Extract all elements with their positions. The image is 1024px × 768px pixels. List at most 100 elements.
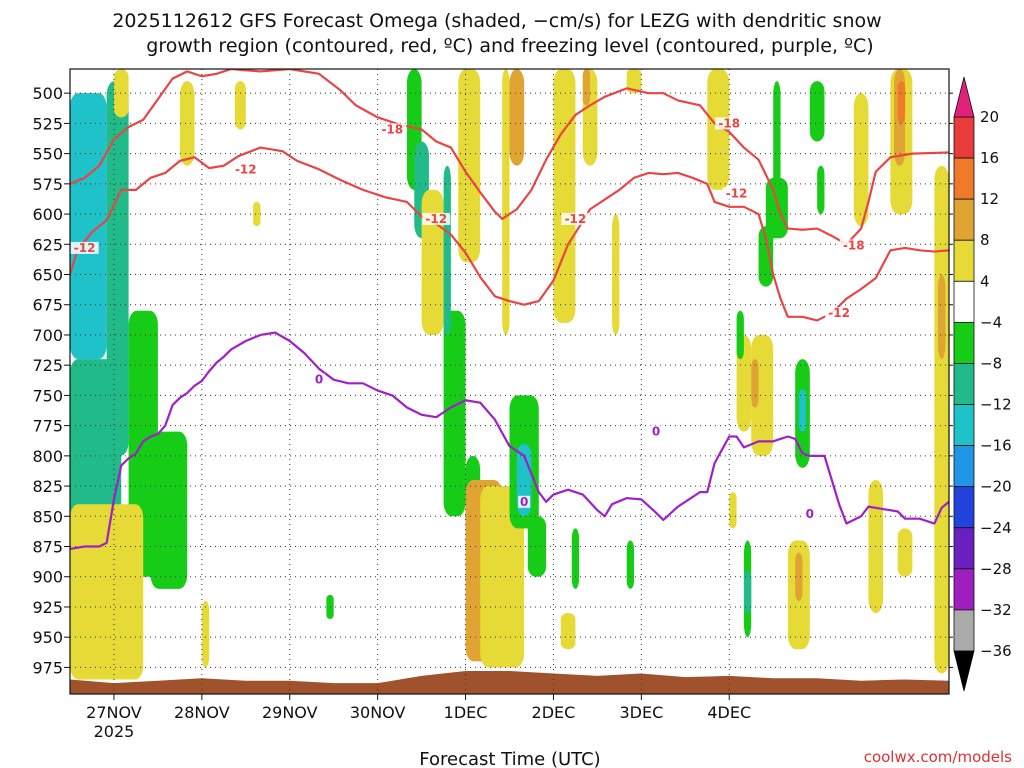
colorbar-bin-4 (953, 280, 975, 323)
contour-line-1 (70, 146, 949, 322)
plot-area: -18 -18 -18 -12 -12 -12 -12 -12 -12 0 0 0 0 (69, 68, 950, 695)
colorbar-bin-9 (953, 486, 975, 529)
colorbar-bin-2 (953, 198, 975, 241)
contour-label-2-1: 0 (520, 495, 528, 509)
colorbar-label-10: −24 (980, 519, 1012, 537)
omega-shade-18 (458, 69, 481, 263)
omega-shade-27 (502, 69, 510, 335)
y-tick-label-16: 900 (32, 568, 63, 587)
contour-label-0-2: -18 (843, 238, 865, 252)
colorbar-bin-0 (953, 116, 975, 159)
gridlines (70, 69, 949, 694)
omega-shade-57 (897, 528, 913, 577)
y-tick-label-17: 925 (32, 598, 63, 617)
colorbar-label-11: −28 (980, 560, 1012, 578)
x-tick-label-7: 4DEC (707, 703, 751, 722)
x-tick-label-6: 3DEC (619, 703, 663, 722)
y-axis: 500 525 550 575 600 625 650 675 700 725 750 775 800 8… (32, 84, 953, 677)
omega-shade-16 (443, 310, 466, 517)
omega-shade-52 (853, 93, 869, 227)
y-tick-label-14: 850 (32, 507, 63, 526)
omega-shade-31 (582, 69, 591, 106)
contour-label-1-4: -12 (726, 187, 748, 201)
omega-shade-6 (70, 504, 144, 680)
y-tick-label-10: 750 (32, 386, 63, 405)
omega-shade-8 (179, 81, 195, 166)
y-tick-label-6: 650 (32, 266, 63, 285)
omega-shade-29 (560, 613, 576, 650)
contour-label-0-0: -18 (381, 122, 403, 136)
contour-label-2-3: 0 (806, 507, 814, 521)
omega-shade-21 (480, 486, 525, 668)
y-tick-label-8: 700 (32, 326, 63, 345)
omega-shade-0 (70, 93, 107, 360)
x-axis-label: Forecast Time (UTC) (419, 749, 600, 768)
omega-shade-51 (817, 165, 825, 215)
colorbar-label-2: 12 (980, 190, 999, 208)
y-tick-label-2: 550 (32, 145, 63, 164)
omega-shade-9 (234, 81, 246, 130)
colorbar-label-0: 20 (980, 108, 999, 126)
y-tick-label-5: 625 (32, 235, 63, 254)
x-tick-label-4: 1DEC (444, 703, 488, 722)
omega-shade-38 (729, 492, 737, 529)
title-line-2: growth region (contoured, red, ºC) and f… (146, 35, 873, 57)
omega-shade-25 (527, 516, 547, 577)
colorbar-bin-8 (953, 445, 975, 488)
y-tick-label-1: 525 (32, 114, 63, 133)
y-tick-label-15: 875 (32, 538, 63, 557)
omega-shade-49 (795, 552, 803, 601)
x-axis: 27NOV 28NOV 29NOV 30NOV 1DEC 2DEC 3DEC 4DEC 2025 (86, 694, 751, 741)
x-tick-label-0: 27NOV (86, 703, 142, 722)
y-tick-label-13: 825 (32, 477, 63, 496)
colorbar-bin-6 (953, 363, 975, 405)
y-tick-label-7: 675 (32, 296, 63, 315)
colorbar-label-4: 4 (980, 272, 990, 290)
x-tick-label-3: 30NOV (350, 703, 406, 722)
omega-shade-34 (626, 540, 635, 589)
credit-text: coolwx.com/models (864, 748, 1012, 766)
colorbar-bin-1 (953, 157, 975, 200)
contour-line-0 (70, 69, 949, 246)
colorbar-label-9: −20 (980, 478, 1012, 496)
x-tick-label-5: 2DEC (532, 703, 576, 722)
omega-shade-40 (743, 570, 752, 614)
contour-label-2-2: 0 (652, 425, 660, 439)
contour-label-2-0: 0 (315, 373, 323, 387)
omega-shade-44 (765, 177, 788, 239)
omega-shade-10 (253, 201, 261, 227)
colorbar-bin-10 (953, 527, 975, 570)
colorbar-label-12: −32 (980, 601, 1012, 619)
omega-shade-59 (938, 274, 946, 360)
colorbar-top-arrow (953, 76, 975, 118)
contour-label-0-1: -18 (718, 116, 740, 130)
x-tick-label-1: 28NOV (174, 703, 230, 722)
x-year-label: 2025 (94, 722, 135, 741)
x-tick-label-2: 29NOV (262, 703, 318, 722)
y-tick-label-19: 975 (32, 658, 63, 677)
y-tick-label-11: 775 (32, 417, 63, 436)
y-tick-label-9: 725 (32, 356, 63, 375)
contour-label-1-5: -12 (828, 306, 850, 320)
omega-shade-11 (201, 600, 210, 668)
omega-shade-55 (897, 81, 906, 124)
omega-shade-17 (443, 165, 451, 335)
contour-label-1-0: -12 (74, 241, 96, 255)
colorbar-bin-3 (953, 239, 975, 282)
omega-shade-45 (773, 81, 781, 190)
colorbar: 20 16 12 8 4 −4 −8 −12 −16 −20 −24 −28 −32 −36 (953, 76, 1012, 692)
colorbar-label-1: 16 (980, 149, 999, 167)
title-line-1: 2025112612 GFS Forecast Omega (shaded, −… (112, 10, 881, 32)
terrain (70, 671, 949, 694)
omega-shade-24 (509, 69, 525, 166)
omega-shade-42 (751, 359, 759, 408)
colorbar-label-13: −36 (980, 642, 1012, 660)
omega-shade-4 (150, 431, 188, 589)
contour-line-2 (70, 331, 949, 551)
omega-shade-58 (934, 165, 949, 674)
omega-shade-33 (626, 69, 642, 94)
colorbar-label-3: 8 (980, 231, 990, 249)
contour-label-1-3: -12 (565, 212, 587, 226)
omega-shade-35 (707, 69, 730, 190)
y-tick-label-18: 950 (32, 628, 63, 647)
